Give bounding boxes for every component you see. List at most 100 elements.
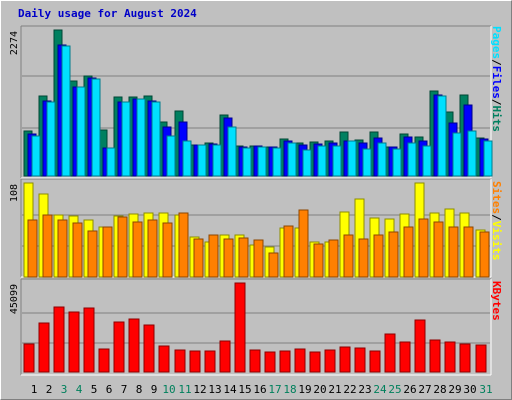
bottom-max-label: 45099: [9, 284, 20, 314]
bottom-bar-kbytes-day-26: [399, 341, 411, 373]
top-bar-pages-day-3: [61, 45, 71, 177]
x-tick-label-20: 20: [313, 383, 326, 396]
top-bar-pages-day-26: [407, 142, 417, 177]
top-bar-pages-day-20: [317, 145, 327, 177]
bottom-bar-kbytes-day-10: [158, 345, 170, 373]
x-tick-label-28: 28: [433, 383, 446, 396]
bottom-bar-kbytes-day-14: [219, 340, 231, 373]
top-bar-pages-day-13: [212, 144, 222, 177]
bottom-bar-kbytes-day-6: [98, 348, 110, 373]
bottom-legend-kbytes: KBytes: [490, 281, 503, 321]
top-bar-pages-day-8: [136, 98, 146, 177]
middle-legend-visits: Visits: [490, 221, 503, 261]
middle-bar-sites-day-26: [403, 226, 414, 278]
x-tick-label-7: 7: [121, 383, 128, 396]
top-bar-pages-day-18: [287, 142, 297, 177]
bottom-bar-kbytes-day-24: [369, 350, 381, 373]
bottom-bar-kbytes-day-8: [128, 318, 140, 373]
x-tick-label-12: 12: [193, 383, 206, 396]
top-bar-pages-day-11: [182, 140, 192, 177]
bottom-bar-kbytes-day-23: [354, 347, 366, 373]
middle-bar-sites-day-8: [132, 221, 143, 278]
top-bar-pages-day-24: [377, 142, 387, 177]
middle-bar-sites-day-6: [102, 226, 113, 278]
x-tick-label-26: 26: [403, 383, 416, 396]
bottom-bar-kbytes-day-2: [38, 322, 50, 373]
middle-legend-sites: Sites: [490, 181, 503, 214]
x-tick-label-22: 22: [343, 383, 356, 396]
middle-bar-sites-day-1: [27, 219, 38, 278]
top-legend-pages: Pages: [490, 26, 503, 59]
x-tick-label-6: 6: [106, 383, 113, 396]
top-legend-files: Files: [490, 66, 503, 99]
middle-bar-sites-day-14: [223, 238, 234, 278]
top-bar-pages-day-9: [151, 101, 161, 177]
bottom-bar-kbytes-day-30: [459, 343, 471, 373]
bottom-bar-kbytes-day-19: [294, 348, 306, 373]
middle-bar-sites-day-20: [313, 243, 324, 278]
x-tick-label-17: 17: [268, 383, 281, 396]
bottom-bar-kbytes-day-16: [249, 349, 261, 373]
middle-bar-sites-day-15: [238, 237, 249, 278]
bottom-bar-kbytes-day-17: [264, 351, 276, 373]
top-bar-pages-day-27: [422, 145, 432, 177]
x-tick-label-31: 31: [479, 383, 492, 396]
bottom-bar-kbytes-day-9: [143, 324, 155, 373]
x-tick-label-29: 29: [448, 383, 461, 396]
middle-bar-sites-day-25: [388, 231, 399, 278]
middle-bar-sites-day-9: [147, 219, 158, 278]
bottom-bar-kbytes-day-18: [279, 350, 291, 373]
top-bar-pages-day-31: [483, 140, 493, 177]
middle-bar-sites-day-21: [328, 239, 339, 278]
middle-bar-sites-day-29: [448, 226, 459, 278]
top-max-label: 2274: [9, 31, 20, 55]
bottom-bar-kbytes-day-20: [309, 351, 321, 373]
x-tick-label-30: 30: [463, 383, 476, 396]
middle-bar-sites-day-27: [418, 218, 429, 278]
top-legend: Pages/Files/Hits: [490, 26, 503, 132]
middle-bar-sites-day-18: [283, 225, 294, 278]
top-bar-pages-day-10: [166, 135, 176, 177]
middle-bar-sites-day-31: [479, 231, 490, 278]
middle-bar-sites-day-28: [433, 221, 444, 278]
middle-bar-sites-day-12: [193, 238, 204, 278]
bottom-bar-kbytes-day-29: [444, 341, 456, 373]
x-tick-label-1: 1: [31, 383, 38, 396]
bottom-bar-kbytes-day-12: [189, 350, 201, 373]
middle-max-label: 108: [9, 184, 20, 202]
x-tick-label-25: 25: [388, 383, 401, 396]
x-tick-label-4: 4: [76, 383, 83, 396]
middle-bar-sites-day-3: [57, 219, 68, 278]
x-tick-label-8: 8: [136, 383, 143, 396]
top-bar-pages-day-29: [452, 132, 462, 177]
top-bar-pages-day-12: [197, 144, 207, 177]
top-bar-pages-day-7: [121, 101, 131, 177]
middle-bar-sites-day-19: [298, 209, 309, 278]
chart-title: Daily usage for August 2024: [18, 7, 197, 20]
top-bar-pages-day-1: [31, 135, 41, 177]
top-bar-pages-day-17: [272, 147, 282, 177]
top-bar-pages-day-22: [347, 140, 357, 177]
top-legend-separator: /: [490, 59, 503, 66]
bottom-bar-kbytes-day-27: [414, 319, 426, 373]
x-tick-label-2: 2: [46, 383, 53, 396]
bottom-bar-kbytes-day-4: [68, 311, 80, 373]
top-bar-pages-day-19: [302, 149, 312, 177]
x-tick-label-16: 16: [253, 383, 266, 396]
bottom-bar-kbytes-day-31: [475, 344, 487, 373]
middle-bar-sites-day-2: [42, 214, 53, 278]
x-tick-label-27: 27: [418, 383, 431, 396]
middle-bar-sites-day-23: [358, 238, 369, 278]
top-bar-pages-day-30: [467, 130, 477, 177]
middle-legend: Sites/Visits: [490, 181, 503, 261]
x-tick-label-5: 5: [91, 383, 98, 396]
x-tick-label-24: 24: [373, 383, 387, 396]
bottom-bar-kbytes-day-11: [174, 349, 186, 373]
middle-bar-sites-day-4: [72, 222, 83, 278]
bottom-bar-kbytes-day-1: [23, 343, 35, 373]
middle-bar-sites-day-13: [208, 234, 219, 278]
middle-bar-sites-day-22: [343, 234, 354, 278]
top-bar-pages-day-6: [106, 147, 116, 177]
top-legend-hits: Hits: [490, 106, 503, 133]
